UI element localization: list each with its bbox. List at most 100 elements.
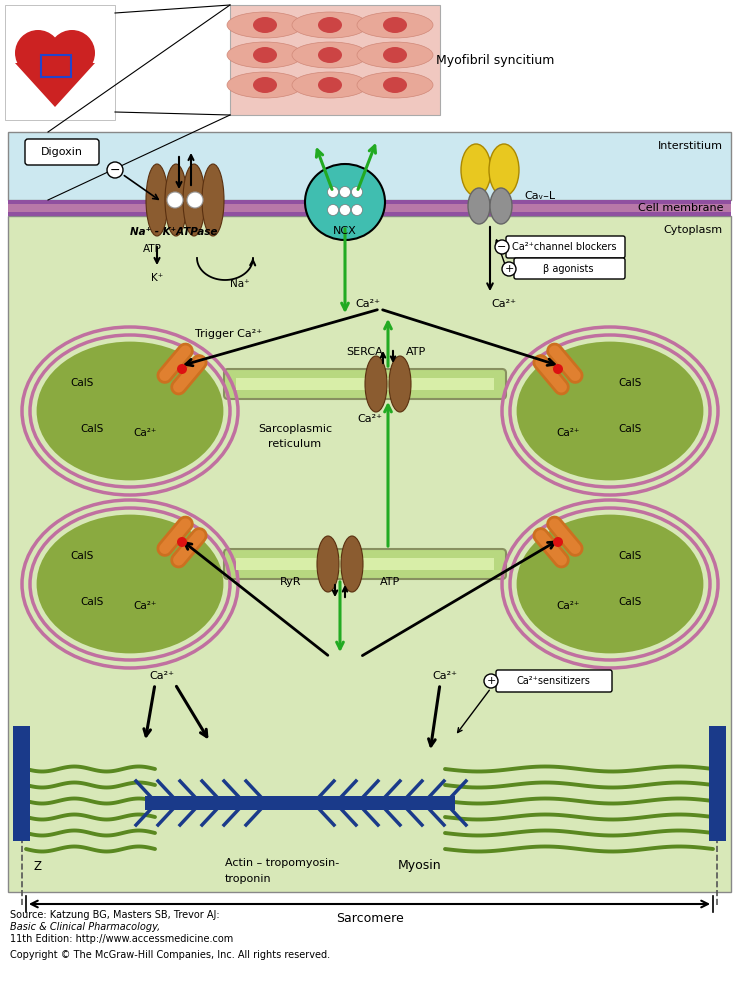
Text: CalS: CalS <box>619 378 641 388</box>
Bar <box>236 558 494 570</box>
Text: Ca²⁺: Ca²⁺ <box>355 299 381 309</box>
Bar <box>145 796 455 810</box>
Text: SERCA: SERCA <box>346 347 383 357</box>
Text: −: − <box>110 163 120 177</box>
Text: Na⁺: Na⁺ <box>230 279 250 289</box>
Text: Digoxin: Digoxin <box>41 147 83 157</box>
Text: Ca²⁺: Ca²⁺ <box>133 601 157 611</box>
Text: CalS: CalS <box>619 597 641 607</box>
Text: 11th Edition: http://www.accessmedicine.com: 11th Edition: http://www.accessmedicine.… <box>10 934 234 944</box>
Text: RyR: RyR <box>280 577 302 587</box>
Text: ATP: ATP <box>380 577 400 587</box>
Ellipse shape <box>38 516 222 652</box>
Text: Caᵥ–L: Caᵥ–L <box>524 191 555 201</box>
Ellipse shape <box>383 17 407 33</box>
Ellipse shape <box>339 204 350 215</box>
Text: CalS: CalS <box>619 551 641 561</box>
Text: β agonists: β agonists <box>542 264 593 274</box>
Text: Ca²⁺: Ca²⁺ <box>133 428 157 438</box>
Ellipse shape <box>383 47 407 63</box>
Ellipse shape <box>227 72 303 98</box>
Text: Ca²⁺: Ca²⁺ <box>358 414 383 424</box>
Bar <box>8 216 731 892</box>
Text: Ca²⁺: Ca²⁺ <box>491 299 517 309</box>
Ellipse shape <box>518 343 702 479</box>
Bar <box>8 212 731 216</box>
Ellipse shape <box>518 516 702 652</box>
Ellipse shape <box>357 12 433 38</box>
Bar <box>236 378 494 390</box>
Text: Sarcoplasmic: Sarcoplasmic <box>258 424 332 434</box>
FancyBboxPatch shape <box>224 549 506 579</box>
Text: troponin: troponin <box>225 874 272 884</box>
Text: ATP: ATP <box>143 244 162 254</box>
Ellipse shape <box>327 187 338 197</box>
Ellipse shape <box>165 164 187 236</box>
Text: Ca²⁺: Ca²⁺ <box>556 428 579 438</box>
Ellipse shape <box>15 30 61 76</box>
FancyBboxPatch shape <box>496 670 612 692</box>
Ellipse shape <box>352 204 363 215</box>
Text: +: + <box>504 264 514 274</box>
Bar <box>5 5 115 120</box>
Ellipse shape <box>202 164 224 236</box>
Ellipse shape <box>484 674 498 688</box>
Text: NCX: NCX <box>333 226 357 236</box>
Ellipse shape <box>553 364 563 374</box>
Ellipse shape <box>383 77 407 93</box>
Ellipse shape <box>318 17 342 33</box>
Ellipse shape <box>495 240 509 254</box>
Ellipse shape <box>327 204 338 215</box>
Text: Z: Z <box>33 859 41 872</box>
Ellipse shape <box>292 12 368 38</box>
Text: reticulum: reticulum <box>268 439 321 449</box>
Text: Ca²⁺: Ca²⁺ <box>149 671 174 681</box>
Bar <box>13 726 30 841</box>
Text: CalS: CalS <box>70 378 94 388</box>
Text: −: − <box>497 242 507 252</box>
Ellipse shape <box>227 12 303 38</box>
Text: CalS: CalS <box>81 424 103 434</box>
Ellipse shape <box>146 164 168 236</box>
Text: Cell membrane: Cell membrane <box>638 203 723 213</box>
Ellipse shape <box>318 77 342 93</box>
Bar <box>8 200 731 204</box>
Ellipse shape <box>107 162 123 178</box>
Ellipse shape <box>167 192 183 208</box>
Ellipse shape <box>461 144 491 196</box>
Ellipse shape <box>341 536 363 592</box>
Text: ATP: ATP <box>406 347 426 357</box>
Ellipse shape <box>49 30 95 76</box>
Ellipse shape <box>318 47 342 63</box>
Ellipse shape <box>389 356 411 412</box>
Text: Source: Katzung BG, Masters SB, Trevor AJ:: Source: Katzung BG, Masters SB, Trevor A… <box>10 910 222 920</box>
Text: Actin – tropomyosin-: Actin – tropomyosin- <box>225 858 339 868</box>
Text: Myosin: Myosin <box>398 859 442 872</box>
Text: Basic & Clinical Pharmacology,: Basic & Clinical Pharmacology, <box>10 922 160 932</box>
Ellipse shape <box>253 77 277 93</box>
Ellipse shape <box>468 188 490 224</box>
Text: Na⁺ - K⁺ATPase: Na⁺ - K⁺ATPase <box>130 227 217 237</box>
Ellipse shape <box>502 262 516 276</box>
Text: +: + <box>486 676 496 686</box>
FancyBboxPatch shape <box>506 236 625 258</box>
Bar <box>41 55 71 77</box>
Ellipse shape <box>553 537 563 547</box>
Text: Cytoplasm: Cytoplasm <box>664 225 723 235</box>
Ellipse shape <box>187 192 203 208</box>
Ellipse shape <box>489 144 519 196</box>
Ellipse shape <box>38 343 222 479</box>
Ellipse shape <box>490 188 512 224</box>
Text: Myofibril syncitium: Myofibril syncitium <box>436 53 554 67</box>
Text: Ca²⁺sensitizers: Ca²⁺sensitizers <box>516 676 590 686</box>
Ellipse shape <box>305 164 385 240</box>
Bar <box>8 200 731 216</box>
FancyBboxPatch shape <box>25 139 99 165</box>
Ellipse shape <box>183 164 205 236</box>
Bar <box>709 726 726 841</box>
Ellipse shape <box>365 356 387 412</box>
Text: Sarcomere: Sarcomere <box>336 911 404 924</box>
Ellipse shape <box>177 364 187 374</box>
Ellipse shape <box>317 536 339 592</box>
Text: CalS: CalS <box>70 551 94 561</box>
